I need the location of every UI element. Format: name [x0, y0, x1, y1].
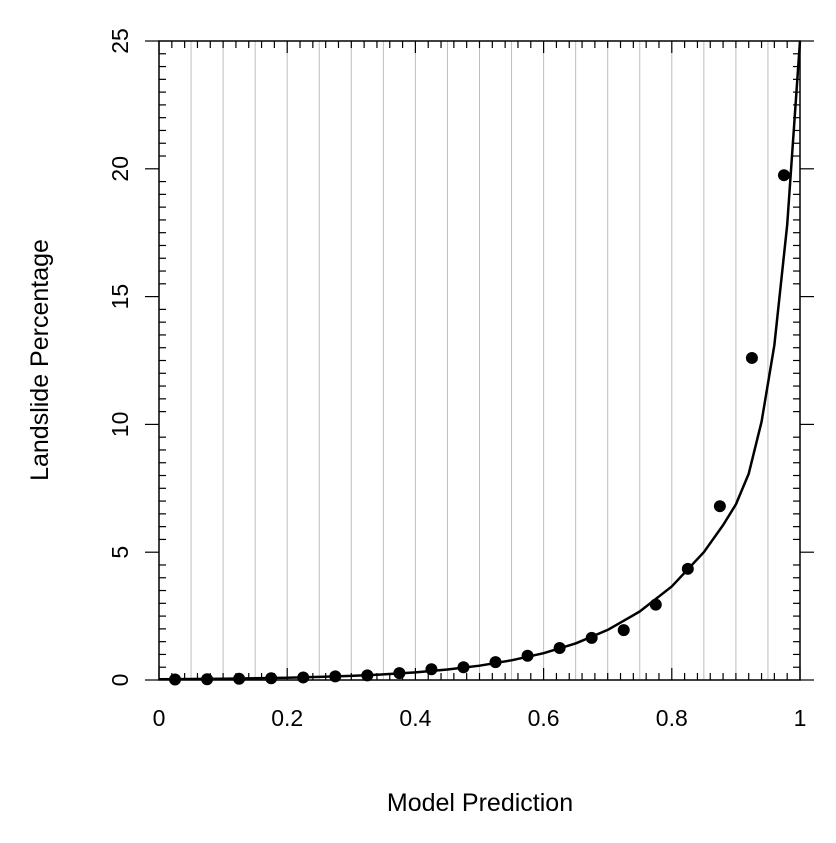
y-tick-label: 0	[107, 674, 133, 687]
data-point	[233, 672, 246, 685]
data-point	[553, 642, 566, 655]
y-axis-label: Landslide Percentage	[26, 239, 54, 481]
data-point	[457, 661, 470, 674]
x-axis-label: Model Prediction	[387, 789, 573, 817]
x-tick-label: 1	[794, 705, 807, 731]
data-point	[617, 624, 630, 637]
y-tick-labels: 0 5 10 15 20 25	[107, 28, 133, 686]
x-tick-label: 0.4	[399, 705, 431, 731]
data-point	[521, 649, 534, 662]
x-tick-label: 0	[153, 705, 166, 731]
grid-lines	[190, 41, 769, 680]
data-point	[777, 169, 790, 182]
data-point	[713, 500, 726, 513]
y-tick-label: 25	[107, 28, 133, 54]
data-point	[425, 663, 438, 676]
x-tick-labels: 0 0.2 0.4 0.6 0.8 1	[153, 705, 807, 731]
data-point	[649, 598, 662, 611]
data-point	[745, 351, 758, 364]
data-point	[681, 562, 694, 575]
data-point	[297, 671, 310, 684]
data-point	[265, 672, 278, 685]
y-tick-label: 5	[107, 546, 133, 559]
data-points	[169, 169, 790, 686]
x-tick-label: 0.2	[271, 705, 303, 731]
x-tick-label: 0.6	[528, 705, 560, 731]
data-point	[393, 667, 406, 680]
y-tick-label: 20	[107, 156, 133, 182]
data-point	[585, 631, 598, 644]
data-point	[489, 656, 502, 669]
axis-ticks	[145, 40, 814, 681]
data-point	[201, 673, 214, 686]
y-tick-label: 15	[107, 284, 133, 310]
y-tick-label: 10	[107, 412, 133, 438]
x-tick-label: 0.8	[656, 705, 688, 731]
